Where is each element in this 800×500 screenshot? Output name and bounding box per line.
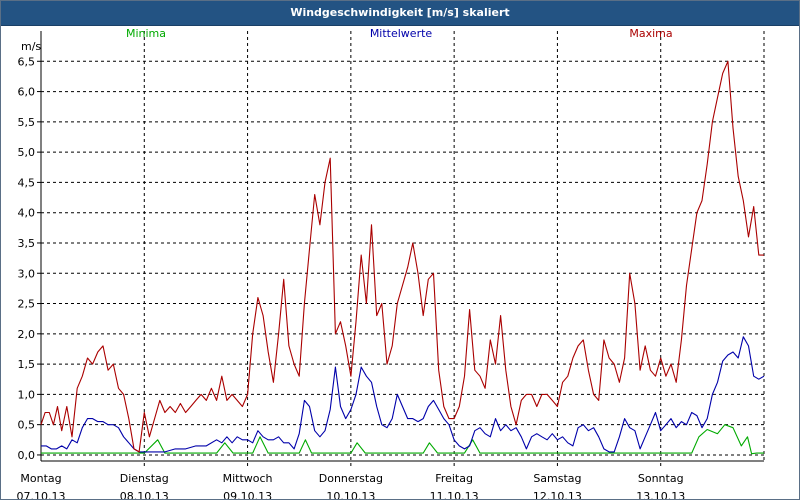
legend-entry-maxima: Maxima [629, 27, 672, 40]
x-tick-label-date: 10.10.13 [326, 490, 375, 499]
y-tick-label: 1,5 [18, 358, 36, 371]
x-tick-label-date: 09.10.13 [223, 490, 272, 499]
x-tick-label-day: Sonntag [638, 472, 684, 485]
x-tick-label-day: Donnerstag [319, 472, 383, 485]
axes: 0,0 0,5 1,0 1,5 2,0 2,5 3,0 3,5 4,0 4,5 5,0 5,5 6,0 6… [17, 31, 764, 499]
x-tick-label-day: Dienstag [120, 472, 169, 485]
y-tick-label: 2,5 [18, 298, 36, 311]
legend: Minima Mittelwerte Maxima [126, 27, 673, 40]
series-line-maxima [40, 60, 764, 453]
x-tick-label-date: 12.10.13 [533, 490, 582, 499]
legend-entry-mittelwerte: Mittelwerte [370, 27, 433, 40]
y-tick-label: 4,0 [18, 207, 36, 220]
y-tick-label: 4,5 [18, 176, 36, 189]
y-tick-label: 2,0 [18, 328, 36, 341]
x-tick-label-date: 13.10.13 [636, 490, 685, 499]
x-tick-label-day: Montag [20, 472, 61, 485]
x-tick-label-date: 11.10.13 [430, 490, 479, 499]
legend-entry-minima: Minima [126, 27, 166, 40]
grid [41, 31, 765, 466]
y-tick-label: 0,0 [18, 449, 36, 462]
x-tick-label-day: Mittwoch [223, 472, 273, 485]
y-tick-label: 6,0 [18, 86, 36, 99]
chart-area: 0,0 0,5 1,0 1,5 2,0 2,5 3,0 3,5 4,0 4,5 5,0 5,5 6,0 6… [17, 27, 765, 499]
y-tick-label: 5,0 [18, 146, 36, 159]
x-tick-label-day: Samstag [533, 472, 581, 485]
y-tick-label: 5,5 [18, 116, 36, 129]
series-lines [40, 60, 765, 455]
series-line-mittelwerte [41, 336, 765, 453]
y-axis-label: m/s [21, 40, 41, 53]
y-tick-label: 1,0 [18, 388, 36, 401]
window-title: Windgeschwindigkeit [m/s] skaliert [1, 1, 799, 26]
x-tick-label-date: 07.10.13 [17, 490, 66, 499]
y-tick-label: 3,5 [18, 237, 36, 250]
y-tick-label: 6,5 [18, 55, 36, 68]
y-tick-label: 3,0 [18, 267, 36, 280]
x-tick-label-day: Freitag [435, 472, 473, 485]
y-tick-label: 0,5 [18, 419, 36, 432]
x-tick-label-date: 08.10.13 [120, 490, 169, 499]
series-line-minima [41, 424, 764, 455]
